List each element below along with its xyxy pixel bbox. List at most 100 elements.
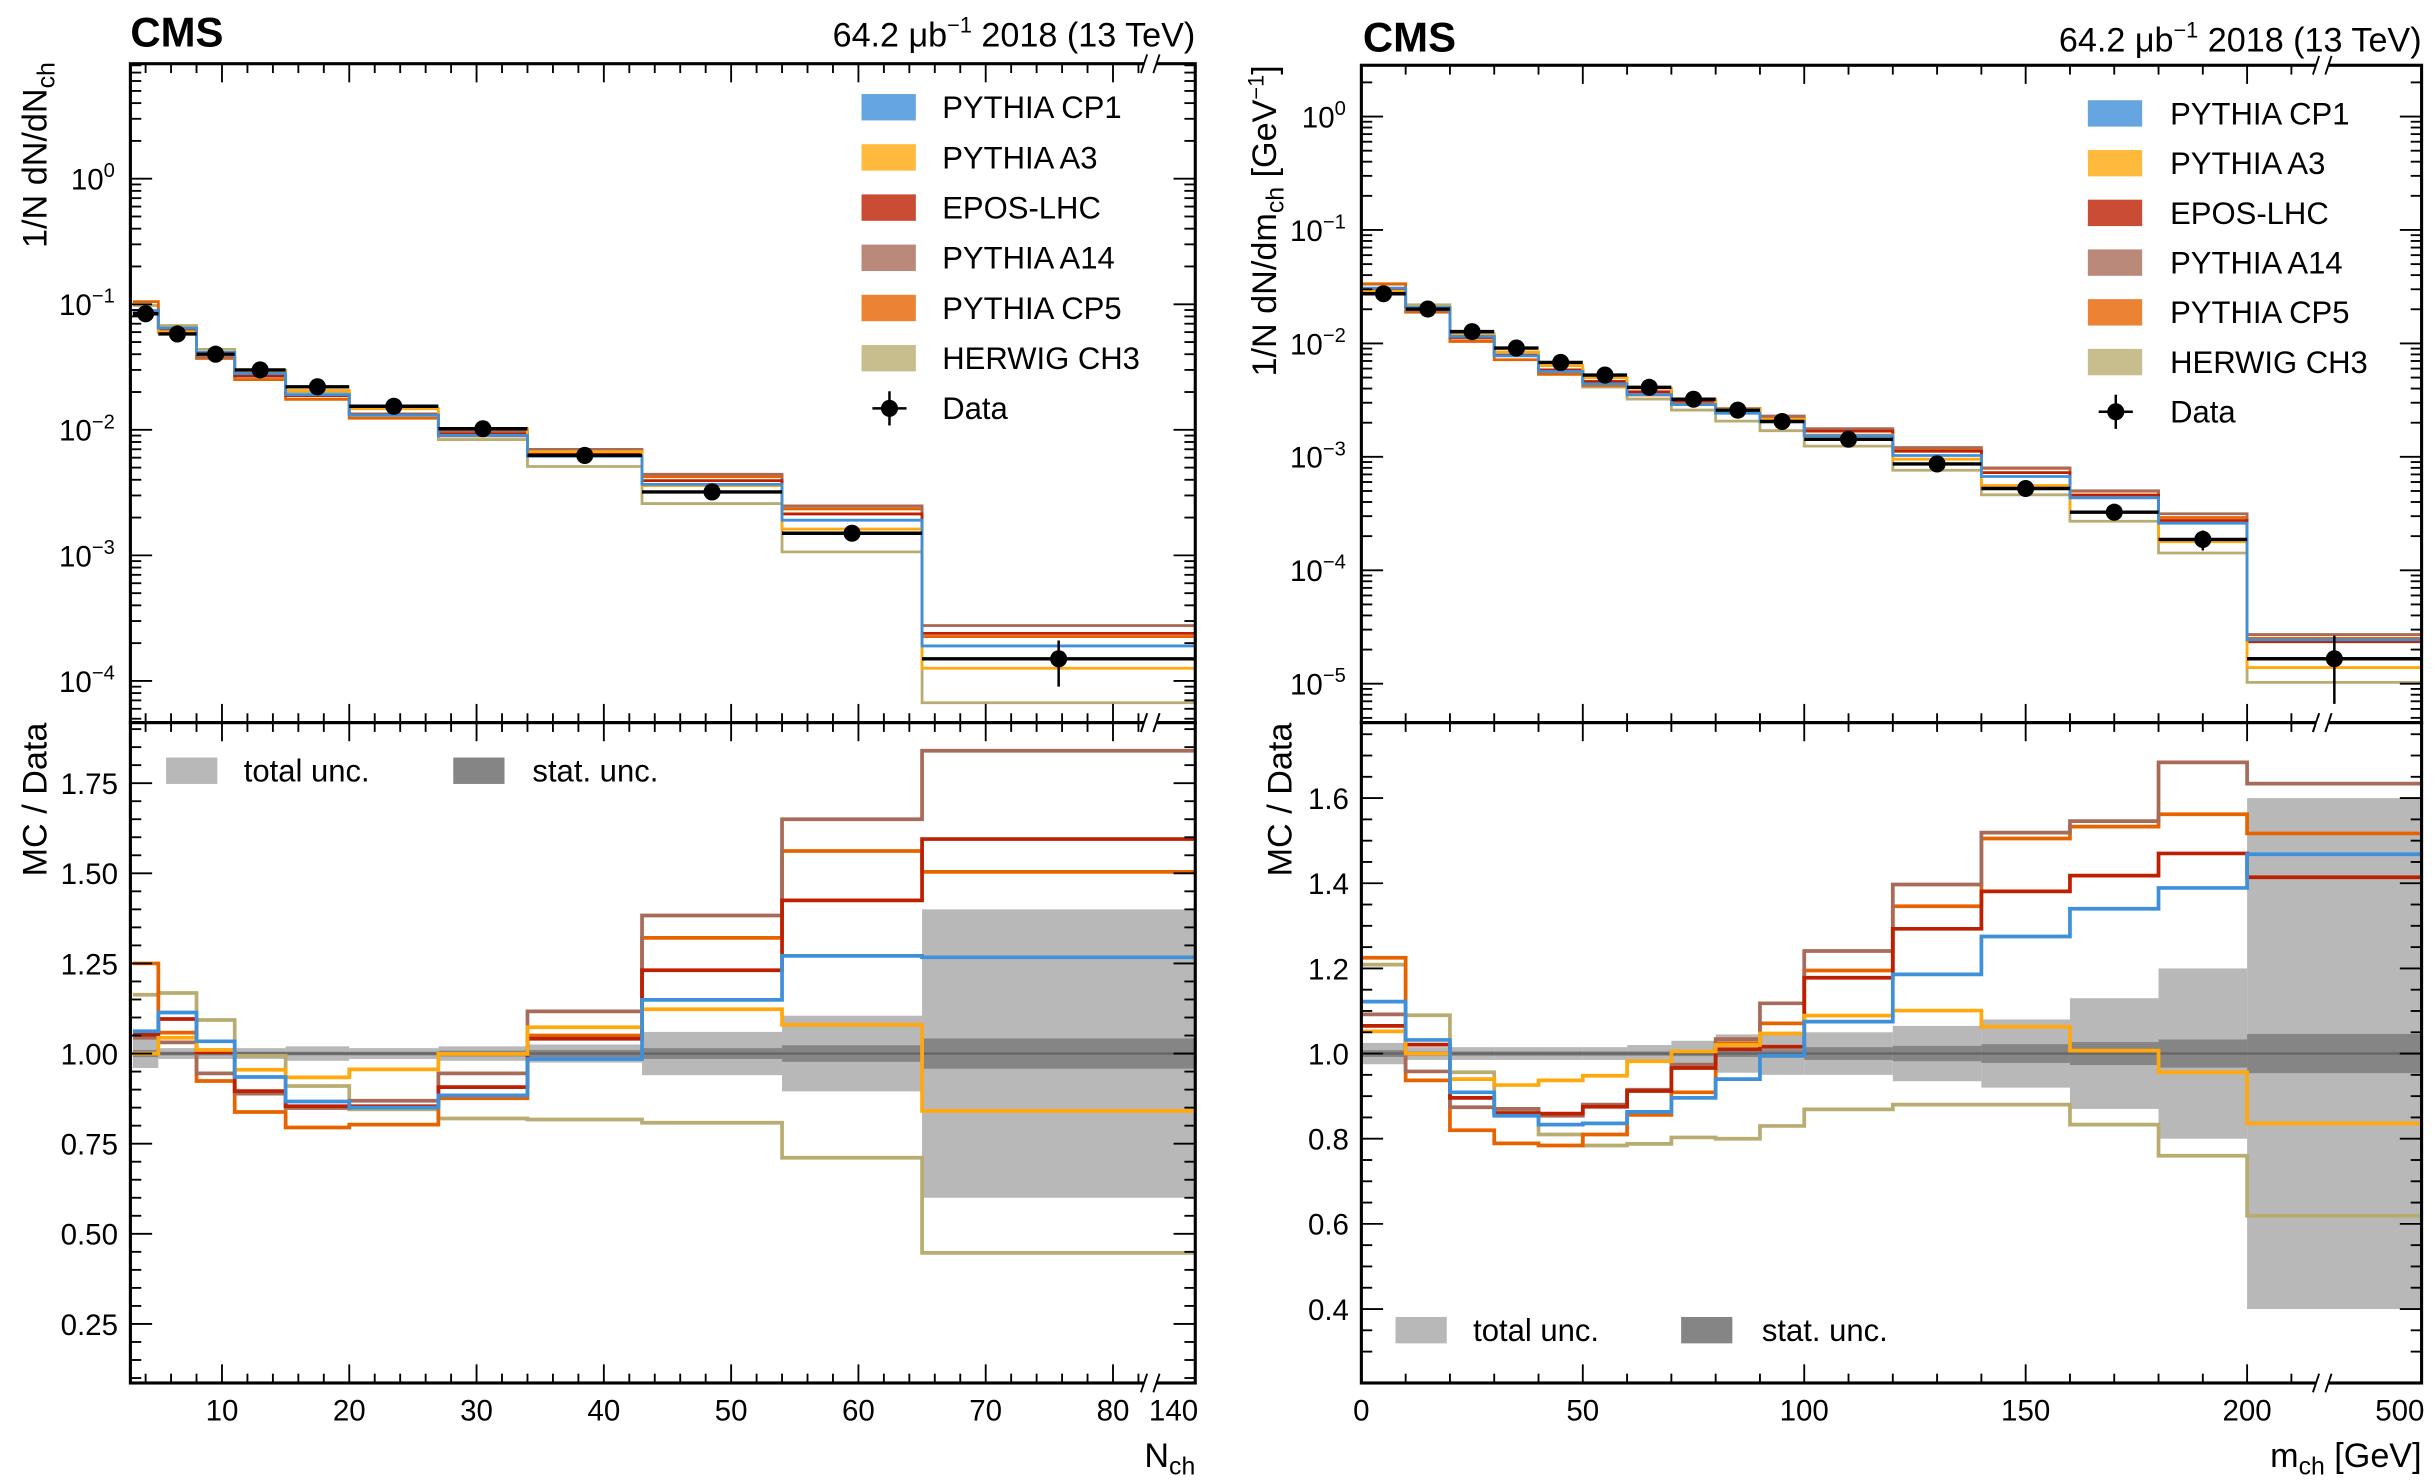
legend-label: Data bbox=[942, 391, 1008, 426]
legend-label: HERWIG CH3 bbox=[2170, 345, 2368, 380]
axis-break-mark bbox=[1152, 1373, 1161, 1393]
legend-swatch bbox=[2087, 299, 2143, 326]
x-tick-label: 140 bbox=[1149, 1394, 1198, 1427]
legend-item-data: Data bbox=[2098, 395, 2236, 430]
data-point bbox=[1839, 430, 1858, 448]
legend-label: PYTHIA A14 bbox=[942, 241, 1114, 276]
ratio-legend-item-total-unc-: total unc. bbox=[166, 754, 370, 789]
legend-swatch bbox=[453, 757, 505, 784]
axis-break-mark bbox=[2324, 1373, 2333, 1393]
tick-exponent: −1 bbox=[1323, 211, 1346, 233]
data-point bbox=[1684, 390, 1703, 408]
legend-swatch bbox=[166, 757, 218, 784]
legend-label: total unc. bbox=[1473, 1313, 1599, 1348]
axis-break-mark bbox=[1140, 54, 1149, 74]
mc-histogram-pythia-cp1 bbox=[132, 309, 1196, 648]
legend-label: total unc. bbox=[244, 754, 370, 789]
tick-exponent: −5 bbox=[1323, 665, 1346, 687]
tick-exponent: −3 bbox=[1323, 438, 1346, 460]
y-tick-label: 100 bbox=[71, 160, 115, 196]
chart-panel-0: 10010−110−210−310−40.250.500.751.001.251… bbox=[59, 54, 1198, 1427]
y-axis-title-top: 1/N dN/dNch bbox=[17, 62, 61, 248]
tick-exponent: 0 bbox=[104, 160, 115, 182]
plot-area: 10010−110−210−310−40.250.500.751.001.251… bbox=[59, 54, 2424, 1427]
mc-ratio-pythia-a14 bbox=[132, 748, 1196, 1110]
mc-ratio-herwig-ch3 bbox=[1361, 962, 2422, 1218]
ratio-legend-item-stat-unc-: stat. unc. bbox=[453, 754, 658, 789]
legend-label: PYTHIA CP1 bbox=[2170, 96, 2349, 131]
x-tick-label: 70 bbox=[969, 1394, 1002, 1427]
legend-swatch bbox=[861, 294, 916, 322]
legend-swatch bbox=[861, 244, 916, 272]
y-axis-title-ratio: MC / Data bbox=[17, 723, 55, 877]
axis-break-mark bbox=[2324, 712, 2333, 733]
legend-swatch bbox=[1681, 1316, 1733, 1344]
ratio-y-tick-label: 0.6 bbox=[1308, 1209, 1349, 1242]
data-point bbox=[1050, 650, 1068, 668]
data-point bbox=[703, 483, 721, 501]
x-axis-title: Nch bbox=[1144, 1437, 1195, 1481]
legend-label: Data bbox=[2170, 395, 2236, 430]
ratio-y-tick-label: 0.25 bbox=[61, 1309, 118, 1342]
x-tick-label: 10 bbox=[206, 1394, 239, 1427]
data-point bbox=[251, 361, 269, 379]
tick-exponent: −4 bbox=[1323, 552, 1346, 574]
data-point bbox=[576, 446, 594, 464]
data-point bbox=[137, 305, 155, 323]
tick-exponent: −3 bbox=[92, 537, 115, 559]
ratio-plot bbox=[1361, 760, 2422, 1310]
legend-data-marker bbox=[2107, 403, 2125, 421]
mc-ratio-pythia-a3 bbox=[132, 1007, 1196, 1113]
tick-exponent: −2 bbox=[92, 411, 115, 433]
legend-item-pythia-a14: PYTHIA A14 bbox=[2087, 245, 2343, 280]
x-tick-label: 20 bbox=[333, 1394, 366, 1427]
tick-exponent: −1 bbox=[92, 286, 115, 308]
tick-base: 10 bbox=[59, 666, 92, 699]
tick-base: 10 bbox=[1290, 669, 1323, 702]
tick-base: 10 bbox=[1290, 215, 1323, 248]
legend-swatch bbox=[861, 144, 916, 171]
data-point bbox=[1552, 353, 1570, 371]
x-tick-label: 100 bbox=[1780, 1394, 1829, 1427]
data-point bbox=[1729, 401, 1747, 419]
legend-item-herwig-ch3: HERWIG CH3 bbox=[2087, 345, 2368, 380]
legend-swatch bbox=[2087, 199, 2143, 227]
tick-base: 10 bbox=[1290, 328, 1323, 361]
axis-break-mark bbox=[2312, 1373, 2321, 1393]
legend-item-pythia-cp5: PYTHIA CP5 bbox=[861, 291, 1122, 326]
axis-break-gap bbox=[2316, 1378, 2329, 1388]
data-point bbox=[1507, 339, 1525, 357]
tick-exponent: 0 bbox=[1335, 98, 1346, 120]
legend-label: PYTHIA CP1 bbox=[942, 90, 1121, 125]
data-point bbox=[1463, 323, 1481, 341]
data-point bbox=[1419, 300, 1437, 318]
data-point bbox=[1928, 455, 1946, 473]
ratio-y-tick-label: 1.00 bbox=[61, 1038, 118, 1071]
x-tick-label: 60 bbox=[842, 1394, 875, 1427]
legend-label: PYTHIA CP5 bbox=[2170, 295, 2349, 330]
legend-item-epos-lhc: EPOS-LHC bbox=[861, 190, 1101, 225]
ratio-y-tick-label: 1.75 bbox=[61, 768, 118, 801]
ratio-y-tick-label: 1.0 bbox=[1308, 1038, 1349, 1071]
mc-ratio-pythia-cp1 bbox=[1361, 852, 2422, 1127]
legend-label: EPOS-LHC bbox=[942, 190, 1101, 225]
y-tick-label: 100 bbox=[1302, 98, 1346, 134]
axis-break-gap bbox=[2316, 60, 2329, 70]
x-tick-label: 150 bbox=[2001, 1394, 2050, 1427]
legend-item-pythia-cp5: PYTHIA CP5 bbox=[2087, 295, 2349, 330]
tick-base: 10 bbox=[1302, 101, 1335, 134]
ratio-plot bbox=[130, 748, 1196, 1255]
y-tick-label: 10−2 bbox=[1290, 325, 1346, 361]
x-tick-label: 80 bbox=[1097, 1394, 1130, 1427]
legend-item-pythia-a14: PYTHIA A14 bbox=[861, 241, 1115, 276]
data-point bbox=[1773, 412, 1791, 431]
y-tick-label: 10−4 bbox=[1290, 552, 1346, 588]
legend-swatch bbox=[2087, 100, 2143, 127]
ratio-legend-item-total-unc-: total unc. bbox=[1395, 1313, 1599, 1348]
tick-base: 10 bbox=[59, 415, 92, 448]
ratio-y-tick-label: 0.50 bbox=[61, 1219, 118, 1252]
y-tick-label: 10−3 bbox=[1290, 438, 1346, 474]
tick-exponent: −4 bbox=[92, 662, 115, 684]
data-point bbox=[308, 378, 326, 396]
y-tick-label: 10−1 bbox=[59, 286, 115, 322]
